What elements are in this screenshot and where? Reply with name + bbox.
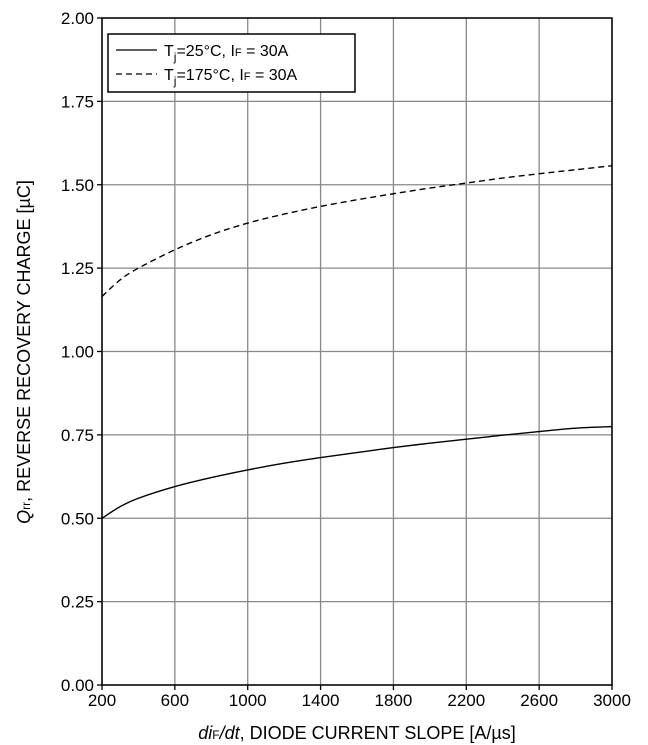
- x-tick-label-200: 200: [88, 691, 116, 710]
- legend-box: [107, 33, 356, 93]
- x-tick-label-1800: 1800: [375, 691, 413, 710]
- y-tick-label-5: 1.25: [61, 259, 94, 278]
- x-tick-label-1000: 1000: [229, 691, 267, 710]
- x-tick-label-2600: 2600: [520, 691, 558, 710]
- x-tick-label-600: 600: [161, 691, 189, 710]
- y-axis-label: Qrr, REVERSE RECOVERY CHARGE [µC]: [14, 180, 34, 524]
- x-tick-label-2200: 2200: [447, 691, 485, 710]
- legend-label-tj25: Tj=25°C, IF = 30A: [164, 43, 289, 64]
- y-tick-label-3: 0.75: [61, 426, 94, 445]
- y-tick-label-8: 2.00: [61, 9, 94, 28]
- y-tick-label-2: 0.50: [61, 509, 94, 528]
- x-axis-label: diF/dt, DIODE CURRENT SLOPE [A/µs]: [198, 723, 515, 743]
- y-tick-labels: 0.00 0.25 0.50 0.75 1.00 1.25 1.50 1.75 2.00: [61, 9, 102, 695]
- y-tick-label-4: 1.00: [61, 343, 94, 362]
- grid: [101, 17, 613, 686]
- legend: Tj=25°C, IF = 30A Tj=175°C, IF = 30A: [107, 33, 356, 93]
- legend-label-tj175: Tj=175°C, IF = 30A: [164, 67, 298, 88]
- y-tick-label-7: 1.75: [61, 92, 94, 111]
- y-tick-label-6: 1.50: [61, 176, 94, 195]
- series-group: [101, 165, 613, 519]
- x-tick-label-1400: 1400: [302, 691, 340, 710]
- y-tick-label-1: 0.25: [61, 593, 94, 612]
- series-line-1: [101, 165, 613, 297]
- series-line-0: [101, 425, 613, 519]
- x-tick-labels: 200 600 1000 1400 1800 2200 2600 3000: [88, 685, 631, 710]
- y-tick-label-0: 0.00: [61, 676, 94, 695]
- x-tick-label-3000: 3000: [593, 691, 631, 710]
